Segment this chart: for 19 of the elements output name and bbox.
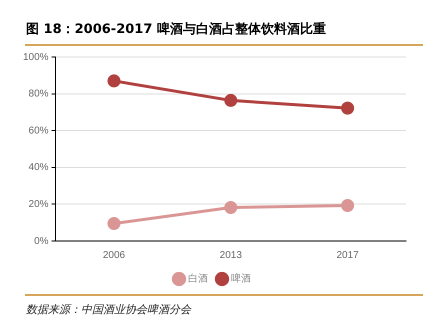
x-tick-label: 2013 [220,250,242,261]
point [224,94,238,107]
y-tick-label: 100% [23,52,49,63]
chart-title: 图 18：2006-2017 啤酒与白酒占整体饮料酒比重 [26,20,326,38]
point [341,102,354,115]
source-note: 数据来源：中国酒业协会啤酒分会 [26,302,191,317]
point [107,217,120,230]
point [224,201,238,214]
y-tick-label: 20% [28,198,49,210]
legend-label: 啤酒 [231,272,251,285]
point [341,198,354,212]
y-tick-label: 80% [28,88,49,100]
y-tick-label: 60% [28,125,49,136]
x-tick-label: 2006 [102,250,126,261]
legend-label: 白酒 [188,272,208,285]
point [107,74,120,88]
x-tick-label: 2017 [336,250,360,261]
y-tick-label: 40% [28,162,49,174]
y-tick-label: 0% [34,236,49,247]
